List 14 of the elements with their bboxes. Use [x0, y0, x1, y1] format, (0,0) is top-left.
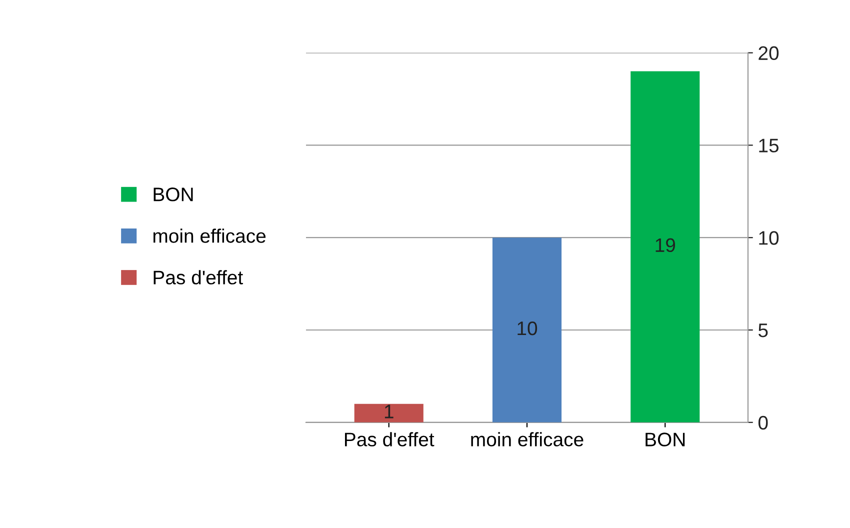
- y-tick-label: 10: [759, 231, 779, 245]
- y-tick-label: 5: [758, 324, 768, 338]
- y-tick-label: 15: [759, 138, 779, 152]
- legend-label: Pas d'effet: [154, 270, 243, 284]
- data-label: 10: [518, 321, 538, 336]
- legend-label: moin efficace: [153, 228, 266, 243]
- x-tick-label: Pas d'effet: [345, 432, 434, 446]
- y-tick-label: 0: [758, 416, 768, 430]
- data-label: 1: [384, 404, 394, 418]
- x-tick-label: moin efficace: [471, 432, 584, 446]
- data-label: 19: [656, 238, 676, 252]
- legend-label: BON: [154, 188, 193, 202]
- y-tick-label: 20: [758, 46, 779, 60]
- x-tick-label: BON: [646, 432, 685, 446]
